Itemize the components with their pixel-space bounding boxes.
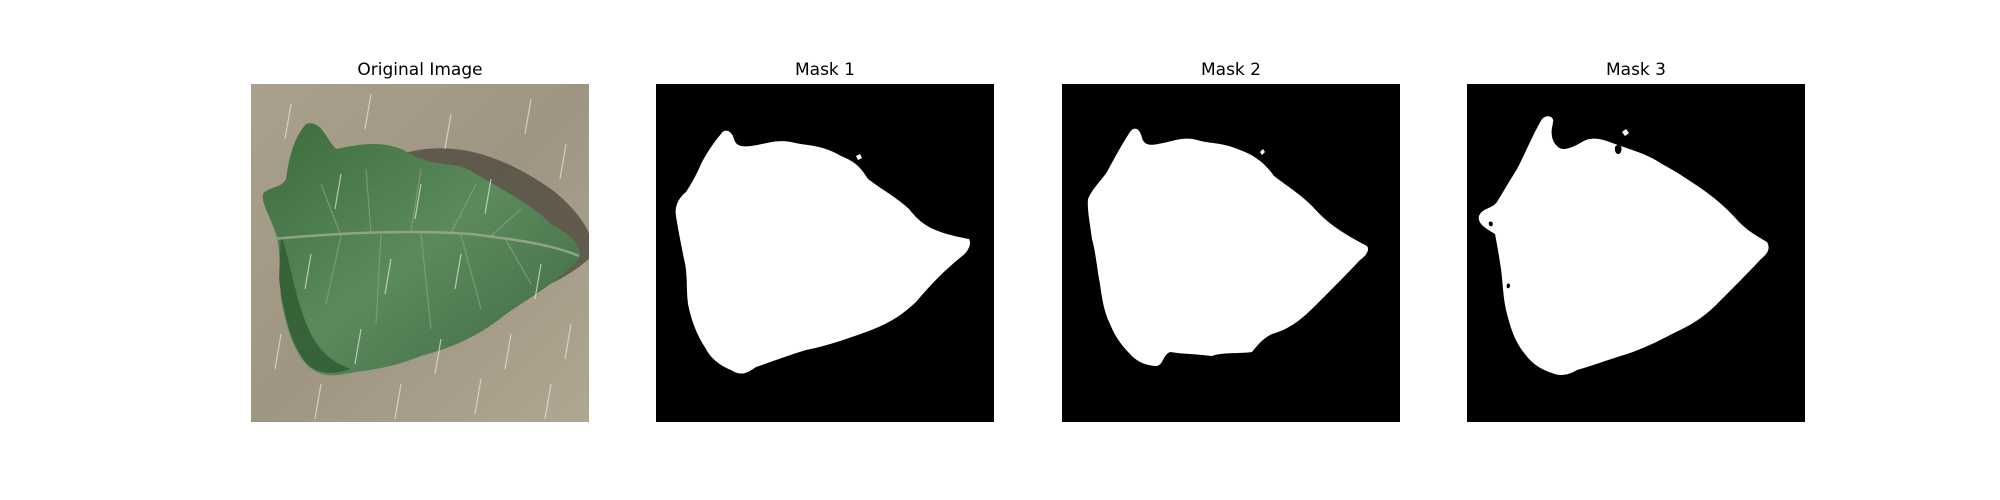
mask-hole: [1552, 121, 1558, 129]
leaf: [262, 123, 580, 376]
mask-2: [1062, 84, 1400, 422]
panel-title: Mask 3: [1605, 60, 1666, 80]
mask-foreground: [675, 130, 971, 374]
mask-hole: [1488, 221, 1493, 227]
mask-3: [1467, 84, 1805, 422]
mask-2-image: [1062, 84, 1400, 422]
mask-1: [656, 84, 994, 422]
leaf-veins: [320, 168, 532, 330]
mask-3-image: [1467, 84, 1805, 422]
panel-title: Mask 1: [794, 60, 855, 80]
leaf-midrib: [270, 230, 580, 258]
mask-1-image: [656, 84, 994, 422]
original-image: [251, 84, 589, 422]
panel-title: Mask 2: [1200, 60, 1261, 80]
mask-foreground: [1087, 128, 1369, 366]
mask-hole: [1614, 144, 1622, 155]
rain-streaks: [274, 93, 572, 420]
mask-fleck: [1622, 129, 1629, 136]
leaf-photo: [251, 84, 589, 422]
mask-foreground: [1478, 116, 1769, 375]
mask-hole: [1506, 283, 1511, 289]
mask-fleck: [1260, 149, 1265, 155]
panel-title: Original Image: [357, 60, 483, 80]
leaf-lobe: [279, 234, 351, 373]
mask-fleck: [856, 154, 862, 160]
